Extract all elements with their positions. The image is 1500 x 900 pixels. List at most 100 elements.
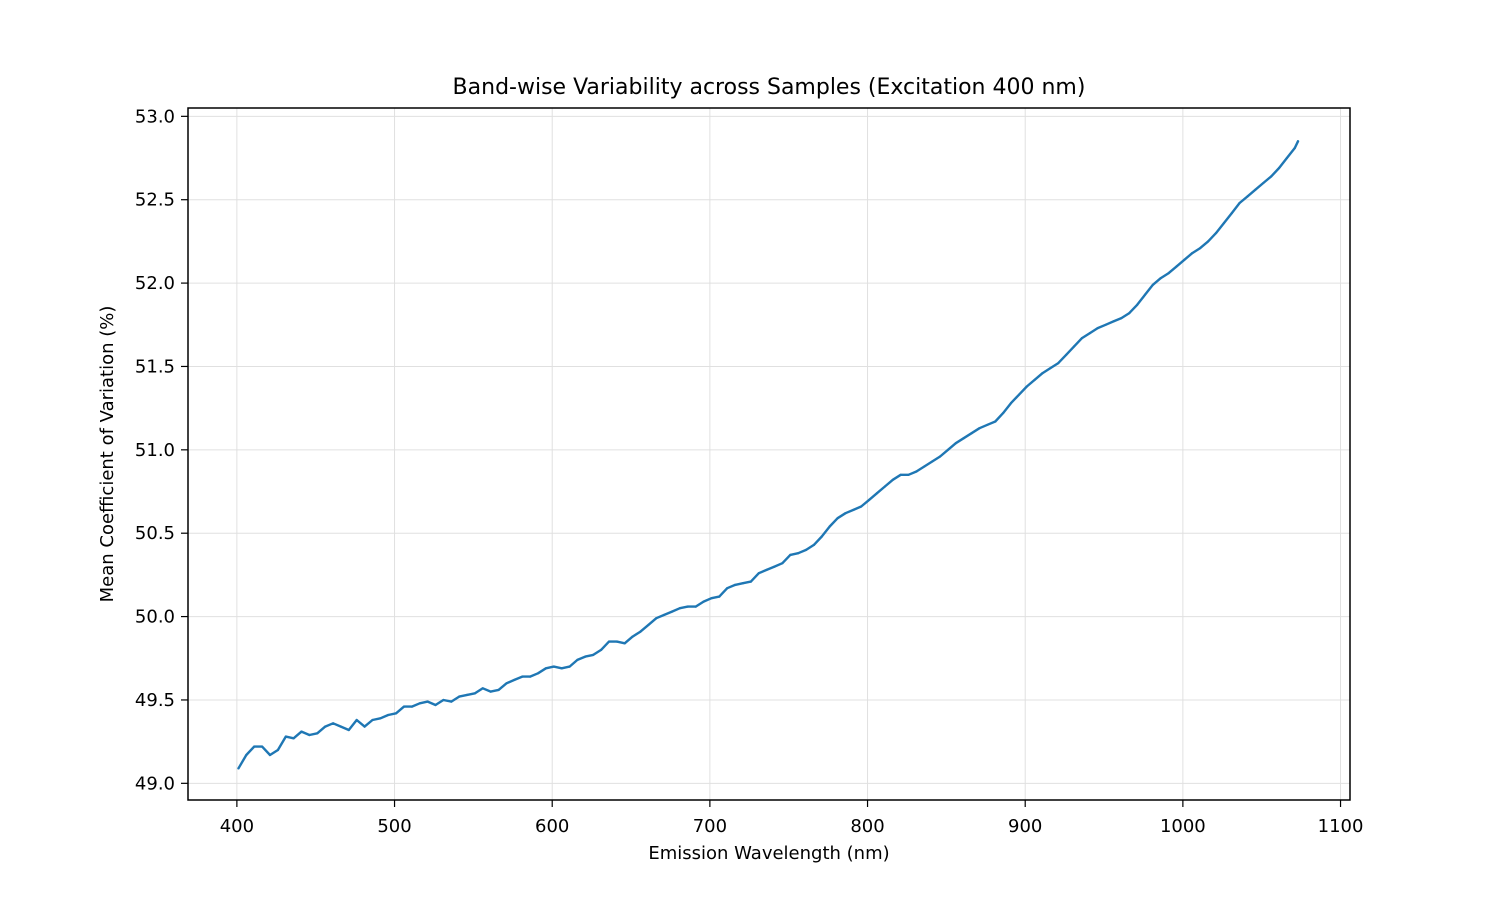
data-point	[592, 653, 595, 657]
y-tick-label: 51.5	[135, 356, 175, 377]
data-point	[631, 635, 634, 638]
data-point	[1104, 323, 1107, 326]
data-point	[789, 553, 792, 557]
data-point	[686, 605, 689, 608]
data-point	[1159, 277, 1162, 280]
x-tick-label: 1100	[1318, 816, 1364, 837]
x-axis-ticks: 400 500 600 700 800 900 1000 1100	[220, 800, 1364, 837]
x-tick-label: 800	[850, 816, 884, 837]
data-point	[1293, 146, 1296, 150]
x-tick-label: 600	[535, 816, 569, 837]
data-point	[1080, 337, 1084, 340]
data-point	[939, 455, 942, 458]
x-tick-label: 900	[1008, 816, 1042, 837]
data-point	[678, 607, 682, 610]
data-point	[584, 655, 587, 658]
data-point	[836, 517, 839, 520]
data-point	[820, 535, 823, 538]
data-point	[1041, 372, 1044, 375]
data-point	[773, 565, 776, 568]
y-tick-label: 52.0	[135, 273, 175, 294]
data-point	[931, 460, 934, 463]
data-point	[868, 498, 871, 501]
data-point	[576, 658, 579, 662]
data-point	[1167, 272, 1170, 275]
data-point	[1065, 353, 1068, 356]
grid	[188, 108, 1350, 800]
data-point	[284, 735, 287, 738]
data-point	[1199, 247, 1202, 250]
data-point	[1057, 362, 1060, 365]
data-point	[891, 478, 894, 481]
data-point	[536, 672, 540, 675]
data-point	[489, 690, 492, 693]
data-point	[615, 640, 619, 643]
data-point	[276, 748, 279, 752]
data-point	[702, 600, 705, 603]
data-point	[694, 605, 697, 608]
data-point	[655, 617, 658, 620]
data-point	[1120, 317, 1123, 320]
data-point	[1096, 327, 1099, 330]
data-point	[308, 733, 311, 737]
data-point	[954, 442, 957, 445]
data-point	[812, 543, 816, 547]
x-tick-label: 700	[693, 816, 727, 837]
data-point	[923, 465, 926, 468]
data-point	[765, 568, 768, 572]
y-tick-label: 50.5	[135, 523, 175, 544]
data-point	[347, 728, 350, 732]
data-point	[1246, 195, 1249, 198]
data-point	[505, 682, 508, 685]
data-point	[805, 548, 808, 552]
data-point	[450, 700, 453, 703]
y-tick-label: 53.0	[135, 106, 175, 127]
data-point	[1222, 222, 1225, 225]
data-point	[473, 692, 477, 695]
data-point	[253, 745, 256, 748]
data-point	[261, 745, 264, 748]
data-point	[387, 713, 390, 717]
plot-area	[237, 140, 1300, 770]
data-point	[1285, 156, 1288, 160]
data-point	[544, 667, 548, 670]
data-point	[355, 718, 358, 722]
x-tick-label: 400	[220, 816, 254, 837]
axes-frame	[187, 107, 1351, 801]
chart-title: Band-wise Variability across Samples (Ex…	[453, 75, 1086, 100]
data-point	[623, 642, 626, 645]
data-point	[1136, 303, 1139, 306]
data-point	[1128, 312, 1131, 315]
data-point	[339, 725, 342, 728]
data-point	[466, 693, 469, 697]
data-point	[300, 730, 303, 733]
data-point	[852, 508, 855, 511]
series-line	[237, 140, 1300, 770]
data-point	[907, 473, 910, 476]
y-axis-label: Mean Coefficient of Variation (%)	[97, 306, 118, 603]
data-point	[710, 597, 713, 600]
data-point	[1009, 402, 1013, 405]
data-point	[497, 688, 500, 692]
data-point	[647, 623, 650, 627]
data-point	[875, 492, 879, 495]
data-point	[1191, 252, 1194, 255]
data-point	[741, 582, 745, 585]
data-point	[828, 525, 831, 528]
data-point	[600, 648, 603, 652]
data-point	[434, 703, 437, 707]
data-point	[986, 423, 989, 426]
data-point	[363, 725, 366, 728]
data-point	[395, 712, 398, 715]
data-point	[1017, 393, 1021, 396]
data-point	[1088, 332, 1091, 335]
data-point	[1002, 412, 1005, 415]
data-point	[970, 432, 973, 435]
data-point	[757, 572, 760, 575]
data-point	[844, 512, 847, 515]
data-point	[1230, 212, 1233, 215]
data-point	[316, 732, 319, 735]
data-point	[1025, 385, 1028, 388]
y-axis-ticks: 49.0 49.5 50.0 50.5 51.0 51.5 52.0 52.5 53.0	[135, 106, 188, 794]
